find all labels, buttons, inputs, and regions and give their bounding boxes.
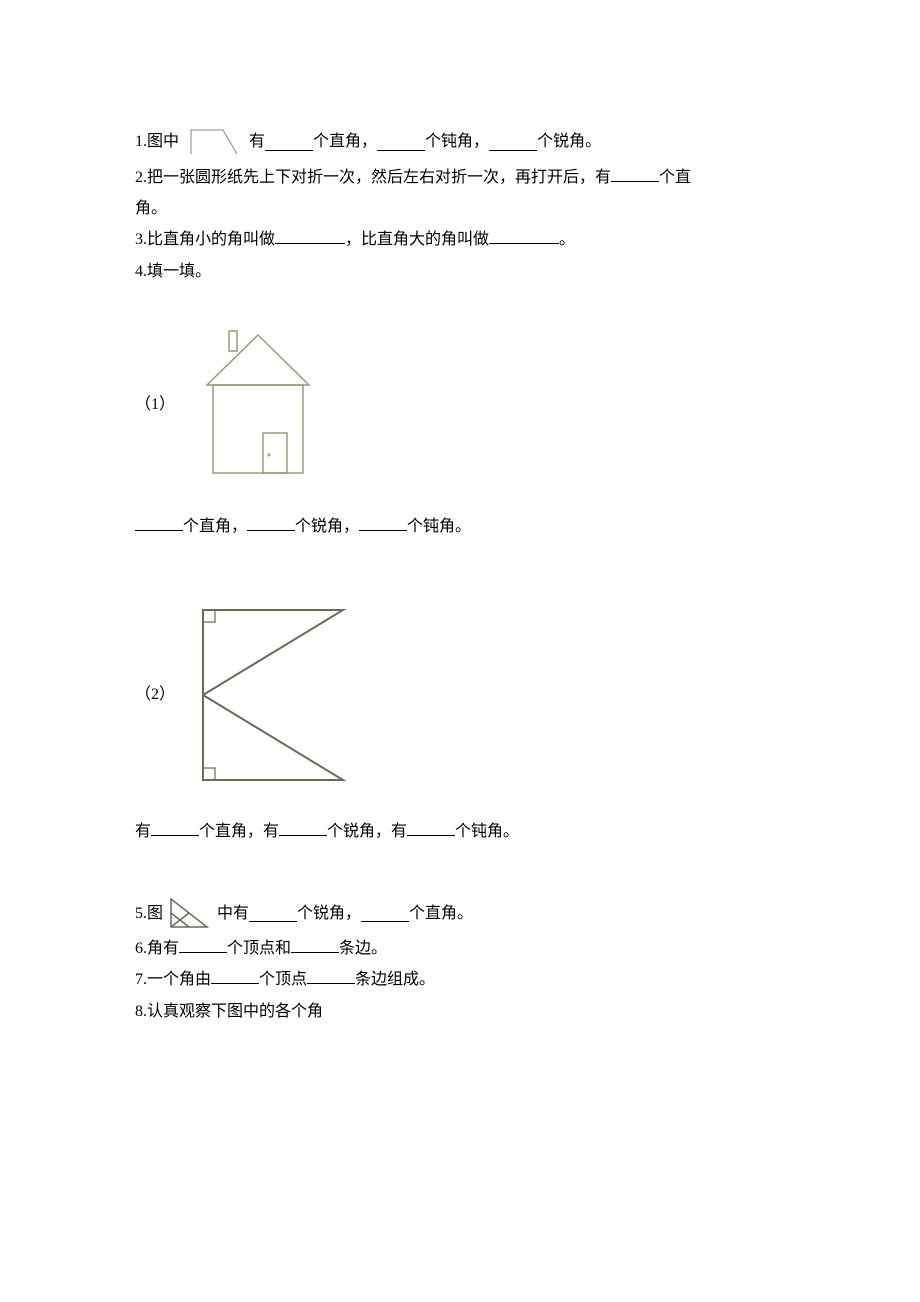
q3-prefix: 3.比直角小的角叫做: [135, 231, 275, 248]
q4-2-a: 个直角，有: [199, 823, 279, 840]
q6-blank-1[interactable]: [179, 936, 227, 954]
q1-prefix: 1.图中: [135, 128, 179, 155]
q7-mid: 个顶点: [259, 971, 307, 988]
q4-1-blank-3[interactable]: [359, 513, 407, 531]
q6-mid: 个顶点和: [227, 940, 291, 957]
q7-suffix: 条边组成。: [355, 971, 435, 988]
q4-title: 4.填一填。: [135, 258, 785, 285]
q7-prefix: 7.一个角由: [135, 971, 211, 988]
q5-a: 个锐角，: [297, 900, 361, 927]
q1-after-fig: 有: [249, 128, 265, 155]
house-icon: [193, 325, 323, 485]
q6-prefix: 6.角有: [135, 940, 179, 957]
q1-blank-1[interactable]: [265, 133, 313, 151]
q4-2-c: 个钝角。: [455, 823, 519, 840]
q2-line2: 角。: [135, 195, 785, 222]
q7-line: 7.一个角由 个顶点 条边组成。: [135, 966, 785, 993]
q4-1-blank-2[interactable]: [247, 513, 295, 531]
q4-2-blank-3[interactable]: [407, 818, 455, 836]
q2-text2: 角。: [135, 200, 167, 217]
q3-mid: ，比直角大的角叫做: [345, 231, 489, 248]
q4-1-b: 个锐角，: [295, 518, 359, 535]
q4-sub2-answer: 有 个直角，有 个锐角，有 个钝角。: [135, 818, 785, 845]
q5-blank-2[interactable]: [361, 904, 409, 922]
q4-sub1-row: （1）: [135, 325, 785, 485]
q4-2-prefix: 有: [135, 823, 151, 840]
q4-1-c: 个钝角。: [407, 518, 471, 535]
q4-sub2-label: （2）: [135, 681, 175, 708]
q5-blank-1[interactable]: [249, 904, 297, 922]
q2-blank[interactable]: [611, 164, 659, 182]
q3-suffix: 。: [559, 231, 575, 248]
q2-text1: 2.把一张圆形纸先上下对折一次，然后左右对折一次，再打开后，有: [135, 169, 611, 186]
q3-line: 3.比直角小的角叫做 ，比直角大的角叫做 。: [135, 226, 785, 253]
q7-blank-2[interactable]: [307, 967, 355, 985]
q5-prefix: 5.图: [135, 900, 163, 927]
q7-blank-1[interactable]: [211, 967, 259, 985]
trapezoid-icon: [185, 124, 243, 160]
q3-blank-2[interactable]: [489, 227, 559, 245]
q4-2-blank-1[interactable]: [151, 818, 199, 836]
q5-mid: 中有: [217, 900, 249, 927]
q1-part3: 个锐角。: [537, 128, 601, 155]
q5-line: 5.图 中有 个锐角， 个直角。: [135, 895, 785, 931]
q4-2-b: 个锐角，有: [327, 823, 407, 840]
q5-b: 个直角。: [409, 900, 473, 927]
q2-tail1: 个直: [659, 169, 691, 186]
q1-part2: 个钝角，: [425, 128, 489, 155]
q4-sub2-row: （2）: [135, 600, 785, 790]
q3-blank-1[interactable]: [275, 227, 345, 245]
q1-blank-2[interactable]: [377, 133, 425, 151]
q6-suffix: 条边。: [339, 940, 387, 957]
q4-1-blank-1[interactable]: [135, 513, 183, 531]
q8-line: 8.认真观察下图中的各个角: [135, 998, 785, 1025]
q1-part1: 个直角，: [313, 128, 377, 155]
q6-blank-2[interactable]: [291, 936, 339, 954]
k-shape-icon: [193, 600, 363, 790]
worksheet-page: 1.图中 有 个直角， 个钝角， 个锐角。 2.把一张圆形纸先上下对折一次，然后…: [0, 0, 920, 1129]
q2-line1: 2.把一张圆形纸先上下对折一次，然后左右对折一次，再打开后，有 个直: [135, 164, 785, 191]
q1-line: 1.图中 有 个直角， 个钝角， 个锐角。: [135, 124, 785, 160]
q6-line: 6.角有 个顶点和 条边。: [135, 935, 785, 962]
q4-sub1-label: （1）: [135, 391, 175, 418]
q4-2-blank-2[interactable]: [279, 818, 327, 836]
small-triangle-icon: [167, 895, 213, 931]
q4-sub1-answer: 个直角， 个锐角， 个钝角。: [135, 513, 785, 540]
q1-blank-3[interactable]: [489, 133, 537, 151]
q4-1-a: 个直角，: [183, 518, 247, 535]
